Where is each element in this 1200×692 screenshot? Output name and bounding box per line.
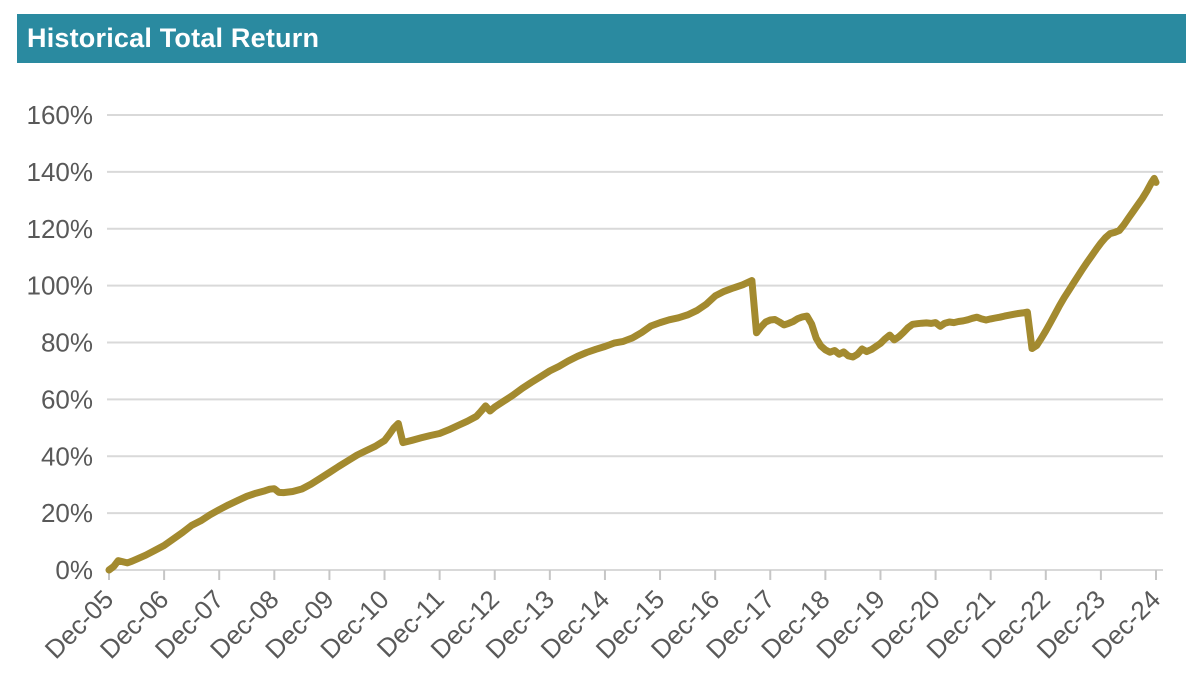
total-return-series-line bbox=[105, 174, 1160, 574]
chart-title: Historical Total Return bbox=[27, 23, 320, 53]
gridlines bbox=[107, 114, 1163, 571]
y-axis-label-20%: 20% bbox=[41, 498, 93, 528]
y-axis-labels: 0% 20% 40% 60% 80% 100% 120% 140% 160% bbox=[27, 100, 94, 585]
y-axis-label-160%: 160% bbox=[27, 100, 94, 130]
x-axis-labels: Dec-05Dec-06Dec-07Dec-08Dec-09Dec-10Dec-… bbox=[39, 584, 1166, 664]
y-axis-label-80%: 80% bbox=[41, 328, 93, 358]
chart-title-banner: Historical Total Return bbox=[17, 14, 1186, 63]
y-axis-label-60%: 60% bbox=[41, 384, 93, 414]
y-axis-label-100%: 100% bbox=[27, 271, 94, 301]
y-axis-label-0%: 0% bbox=[55, 555, 93, 585]
y-axis-label-140%: 140% bbox=[27, 157, 94, 187]
y-axis-label-40%: 40% bbox=[41, 441, 93, 471]
y-axis-label-120%: 120% bbox=[27, 214, 94, 244]
x-axis-ticks bbox=[108, 570, 1157, 580]
